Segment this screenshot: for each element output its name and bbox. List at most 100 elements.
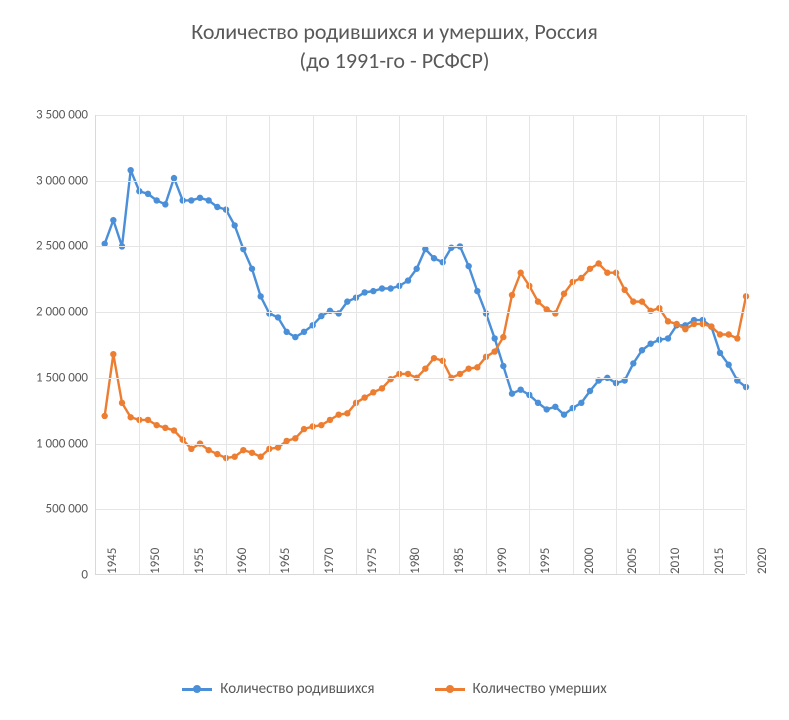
series-marker-births: [214, 204, 220, 210]
series-marker-births: [717, 350, 723, 356]
y-axis-label: 1 500 000: [36, 370, 96, 385]
series-marker-deaths: [708, 323, 714, 329]
x-axis-label: 1950: [144, 548, 163, 574]
legend-label-births: Количество родившихся: [220, 680, 374, 698]
series-marker-births: [162, 201, 168, 207]
series-marker-deaths: [604, 270, 610, 276]
x-axis-label: 1975: [361, 548, 380, 574]
series-marker-births: [110, 217, 116, 223]
series-marker-deaths: [691, 321, 697, 327]
series-marker-births: [552, 404, 558, 410]
y-axis-label: 3 000 000: [36, 173, 96, 188]
series-marker-deaths: [734, 335, 740, 341]
series-marker-deaths: [457, 371, 463, 377]
series-marker-births: [249, 266, 255, 272]
series-line-deaths: [105, 264, 746, 459]
series-marker-births: [639, 347, 645, 353]
y-axis-label: 3 500 000: [36, 108, 96, 123]
gridline-v: [183, 115, 184, 574]
series-marker-births: [647, 340, 653, 346]
series-marker-deaths: [275, 444, 281, 450]
series-marker-births: [153, 197, 159, 203]
legend: Количество родившихся Количество умерших: [0, 680, 789, 698]
series-marker-births: [665, 335, 671, 341]
legend-swatch-deaths: [435, 688, 465, 691]
series-marker-deaths: [595, 260, 601, 266]
series-marker-deaths: [621, 287, 627, 293]
series-marker-deaths: [717, 331, 723, 337]
series-marker-births: [145, 191, 151, 197]
series-marker-deaths: [725, 331, 731, 337]
gridline-h: [96, 378, 745, 379]
series-marker-deaths: [465, 365, 471, 371]
y-axis-label: 500 000: [46, 502, 96, 517]
series-marker-births: [578, 400, 584, 406]
x-axis-label: 1990: [491, 548, 510, 574]
series-marker-births: [197, 195, 203, 201]
series-marker-births: [205, 197, 211, 203]
series-marker-deaths: [578, 275, 584, 281]
series-marker-births: [405, 277, 411, 283]
series-marker-deaths: [119, 400, 125, 406]
series-marker-deaths: [509, 292, 515, 298]
series-marker-deaths: [561, 291, 567, 297]
gridline-v: [443, 115, 444, 574]
series-marker-deaths: [344, 410, 350, 416]
series-marker-births: [361, 289, 367, 295]
series-marker-deaths: [335, 411, 341, 417]
gridline-v: [356, 115, 357, 574]
legend-item-births: Количество родившихся: [182, 680, 374, 698]
gridline-h: [96, 444, 745, 445]
series-marker-deaths: [535, 298, 541, 304]
gridline-v: [486, 115, 487, 574]
series-marker-births: [231, 222, 237, 228]
series-marker-births: [301, 329, 307, 335]
series-marker-deaths: [491, 348, 497, 354]
y-axis-label: 0: [81, 568, 96, 583]
series-marker-births: [379, 285, 385, 291]
series-marker-deaths: [292, 435, 298, 441]
series-marker-deaths: [214, 451, 220, 457]
gridline-v: [226, 115, 227, 574]
series-marker-births: [535, 400, 541, 406]
series-svg: [96, 115, 745, 574]
series-marker-deaths: [318, 422, 324, 428]
series-marker-deaths: [153, 422, 159, 428]
series-marker-deaths: [361, 394, 367, 400]
series-marker-deaths: [682, 326, 688, 332]
gridline-h: [96, 509, 745, 510]
x-axis-label: 1985: [448, 548, 467, 574]
series-marker-deaths: [500, 334, 506, 340]
series-marker-deaths: [587, 266, 593, 272]
series-marker-births: [630, 360, 636, 366]
gridline-h: [96, 181, 745, 182]
series-marker-deaths: [422, 365, 428, 371]
series-marker-deaths: [240, 447, 246, 453]
x-axis-label: 2000: [578, 548, 597, 574]
series-marker-deaths: [630, 298, 636, 304]
series-marker-deaths: [127, 414, 133, 420]
series-marker-births: [292, 334, 298, 340]
x-axis-label: 1970: [318, 548, 337, 574]
y-axis-label: 2 500 000: [36, 239, 96, 254]
chart-title-line2: (до 1991-го - РСФСР): [299, 47, 489, 74]
x-axis-label: 1960: [231, 548, 250, 574]
series-marker-deaths: [405, 371, 411, 377]
series-marker-births: [474, 288, 480, 294]
series-marker-deaths: [110, 351, 116, 357]
y-axis-label: 2 000 000: [36, 305, 96, 320]
series-marker-births: [188, 197, 194, 203]
series-marker-births: [275, 314, 281, 320]
series-marker-births: [561, 411, 567, 417]
gridline-h: [96, 115, 745, 116]
series-marker-deaths: [327, 417, 333, 423]
series-marker-deaths: [370, 389, 376, 395]
chart-title-line1: Количество родившихся и умерших, Россия: [191, 18, 598, 45]
series-marker-deaths: [431, 355, 437, 361]
series-marker-deaths: [673, 321, 679, 327]
series-marker-deaths: [101, 413, 107, 419]
chart-container: Количество родившихся и умерших, Россия …: [0, 0, 789, 720]
series-marker-births: [344, 298, 350, 304]
series-marker-deaths: [257, 454, 263, 460]
series-marker-births: [127, 167, 133, 173]
